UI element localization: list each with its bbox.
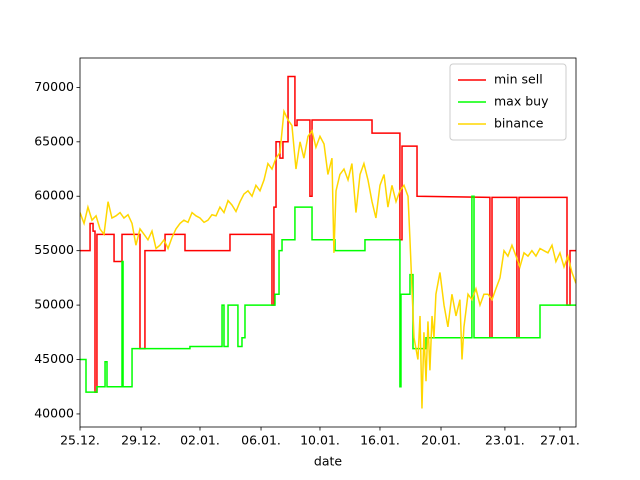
y-tick-label: 60000 [34,188,74,203]
x-tick-label: 25.12. [60,433,100,448]
y-tick-label: 55000 [34,242,74,257]
series-line [80,108,576,409]
y-tick-label: 45000 [34,351,74,366]
plot-frame [79,57,577,428]
y-tick-label: 65000 [34,133,74,148]
legend-box [449,63,567,141]
x-tick-label: 02.01. [180,433,220,448]
x-axis-label: date [314,454,342,469]
series-line [80,195,576,393]
x-tick-label: 10.01. [300,433,340,448]
legend-label: max buy [494,94,549,109]
y-tick-label: 40000 [34,405,74,420]
x-tick-label: 20.01. [421,433,461,448]
y-tick-label: 50000 [34,297,74,312]
x-tick-label: 23.01. [485,433,525,448]
legend-label: binance [494,116,544,131]
legend-label: min sell [494,72,543,87]
x-tick-label: 29.12. [121,433,161,448]
x-tick-label: 27.01. [540,433,580,448]
y-tick-label: 70000 [34,79,74,94]
x-tick-label: 06.01. [241,433,281,448]
x-tick-label: 16.01. [360,433,400,448]
